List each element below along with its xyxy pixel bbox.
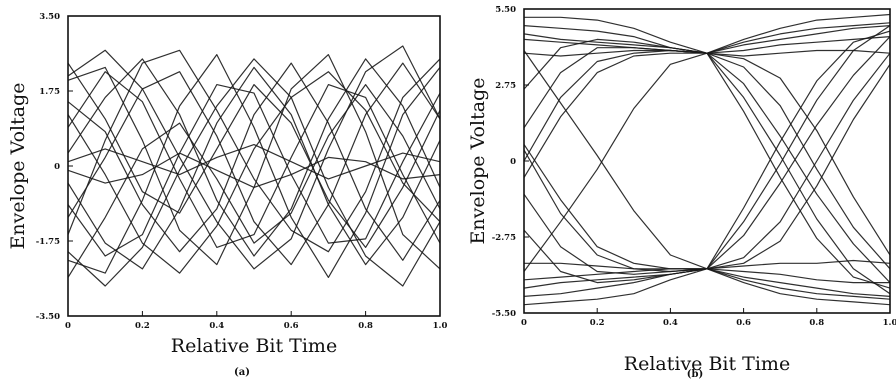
trace-7 [67,62,441,248]
trace-4 [67,62,441,266]
trace-2 [67,54,441,278]
y-axis-label: Envelope Voltage [467,78,489,245]
trace-5 [523,268,891,300]
y-tick-label: -2.75 [492,233,516,243]
x-tick-label: 1.0 [433,321,448,331]
x-tick-label: 0 [65,321,71,331]
panel-caption: (a) [234,367,250,378]
trace-20 [523,50,891,297]
trace-19 [523,25,891,272]
trace-11 [67,71,441,274]
trace-17 [523,33,891,289]
trace-3 [67,62,441,261]
trace-9 [523,52,891,273]
x-tick-label: 0.4 [209,321,224,331]
y-tick-label: 5.50 [495,5,516,15]
y-axis-label: Envelope Voltage [7,83,29,250]
trace-8 [67,84,441,278]
x-tick-label: 0.8 [358,321,373,331]
trace-12 [523,36,891,275]
y-tick-label: 2.75 [495,81,516,91]
x-tick-label: 0 [521,318,527,328]
trace-7 [523,268,891,306]
trace-13 [523,52,891,256]
trace-14 [67,152,441,188]
trace-10 [523,49,891,270]
trace-5 [67,58,441,257]
y-tick-label: 0 [54,162,60,172]
y-tick-label: -1.75 [36,237,60,247]
panel-caption: (b) [687,369,703,380]
trace-18 [523,30,891,289]
trace-15 [67,45,441,270]
trace-13 [67,144,441,180]
x-axis-label: Relative Bit Time [171,335,337,357]
trace-1 [523,22,891,54]
x-axis-label: Relative Bit Time [624,353,790,375]
x-tick-label: 1.0 [883,318,896,328]
trace-11 [523,47,891,284]
x-tick-label: 0.6 [736,318,751,328]
x-tick-label: 0.2 [135,321,150,331]
panel-a: 0 0.2 0.4 0.6 0.8 1.0 3.50 1.75 0 -1.75 -3.50 Relat… [7,12,447,378]
trace-15 [523,38,891,295]
trace-8 [524,259,891,270]
trace-6 [523,268,890,284]
y-tick-label: -5.50 [492,309,516,319]
trace-3 [524,13,891,54]
trace-10 [67,84,441,257]
x-tick-label: 0.6 [284,321,299,331]
trace-9 [67,71,441,248]
trace-16 [67,58,441,287]
x-tick-label: 0.4 [663,318,678,328]
panel-b: 0 0.2 0.4 0.6 0.8 1.0 5.50 2.75 0 -2.75 -5.50 Relat… [467,5,896,380]
x-tick-label: 0.2 [590,318,605,328]
y-tick-label: -3.50 [36,312,60,322]
y-tick-label: 1.75 [39,87,60,97]
y-tick-label: 0 [510,157,516,167]
x-tick-label: 0.8 [809,318,824,328]
y-tick-label: 3.50 [39,12,60,22]
trace-12 [67,49,441,253]
